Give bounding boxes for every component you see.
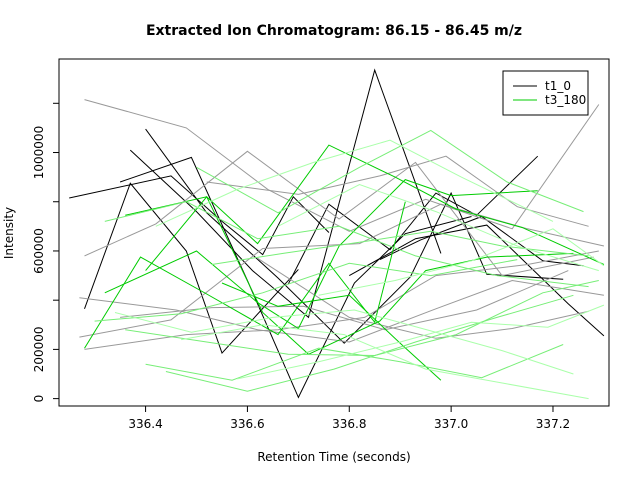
chart-title: Extracted Ion Chromatogram: 86.15 - 86.4…	[146, 23, 522, 39]
x-tick-label: 337.2	[536, 417, 570, 431]
series-line-12	[84, 250, 599, 350]
x-tick-label: 336.4	[128, 417, 162, 431]
series-line-14	[120, 270, 569, 331]
series-line-0	[69, 175, 330, 256]
series-line-33	[318, 228, 605, 296]
series-line-30	[237, 304, 605, 380]
x-axis-label: Retention Time (seconds)	[257, 450, 410, 464]
x-tick-label: 337.0	[434, 417, 468, 431]
plot-frame	[58, 58, 610, 407]
plot-lines	[69, 68, 605, 400]
series-line-23	[145, 344, 564, 381]
legend-label-t3_180: t3_180	[545, 93, 586, 107]
series-line-18	[125, 144, 605, 265]
series-line-31	[114, 309, 574, 375]
series-line-28	[155, 139, 554, 227]
x-axis: 336.4 336.6 336.8 337.0 337.2	[128, 406, 570, 431]
series-line-11	[79, 203, 605, 338]
series-line-27	[211, 230, 589, 265]
series-line-2	[119, 156, 472, 399]
y-tick-label: 600000	[32, 228, 46, 274]
x-tick-label: 336.8	[332, 417, 366, 431]
y-axis: 0 200000 600000 1000000	[32, 102, 59, 403]
series-line-25	[196, 129, 584, 214]
series-line-29	[181, 324, 589, 400]
series-line-16	[84, 201, 406, 349]
y-tick-label: 0	[32, 395, 46, 403]
y-tick-label: 200000	[32, 326, 46, 372]
series-line-17	[104, 179, 538, 330]
series-line-9	[79, 279, 604, 343]
series-line-24	[165, 294, 574, 392]
y-tick-label: 1000000	[32, 126, 46, 179]
series-line-20	[221, 282, 442, 381]
series-line-8	[84, 99, 600, 232]
y-axis-label: Intensity	[2, 207, 16, 259]
series-line-4	[145, 128, 564, 344]
series-line-21	[104, 201, 589, 288]
series-line-19	[145, 195, 574, 355]
series-line-32	[277, 183, 599, 272]
series-line-15	[257, 257, 589, 339]
legend-box	[502, 70, 589, 116]
legend-label-t1_0: t1_0	[545, 79, 571, 93]
series-line-10	[84, 150, 594, 277]
x-tick-label: 336.6	[230, 417, 264, 431]
legend: t1_0 t3_180	[502, 70, 589, 116]
series-line-1	[84, 182, 299, 355]
series-line-26	[94, 259, 518, 322]
